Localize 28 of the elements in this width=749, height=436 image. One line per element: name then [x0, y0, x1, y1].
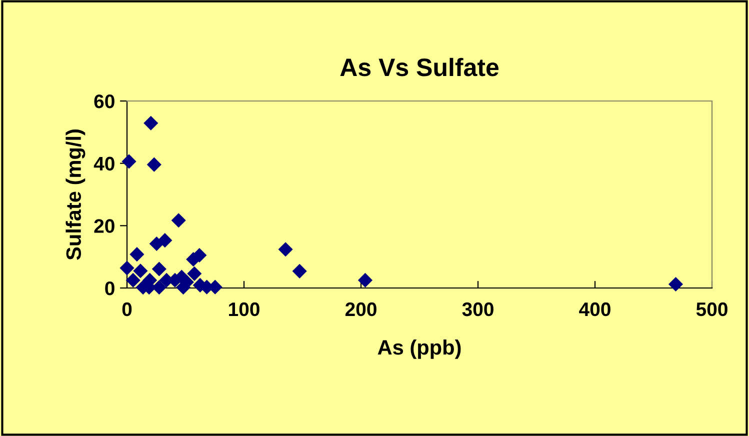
y-tick-label: 20	[94, 219, 114, 233]
point	[149, 236, 164, 252]
y-tick-label: 60	[94, 94, 114, 108]
point	[120, 260, 134, 276]
x-tick-label: 100	[229, 302, 260, 316]
x-tick-label: 300	[462, 302, 494, 316]
x-tick-label: 0	[122, 302, 132, 316]
point	[668, 276, 684, 292]
chart-title: As Vs Sulfate	[340, 58, 499, 76]
point	[358, 272, 372, 288]
point	[133, 264, 148, 278]
y-axis-title: Sulfate (mg/l)	[66, 130, 86, 260]
point	[130, 247, 144, 262]
x-tick-label: 500	[696, 302, 728, 316]
point	[171, 213, 186, 228]
y-tick-label: 0	[105, 281, 114, 296]
point	[126, 272, 140, 288]
point	[278, 242, 293, 257]
point	[187, 266, 202, 281]
x-axis-title: As (ppb)	[378, 339, 461, 359]
point	[144, 116, 158, 130]
point	[152, 262, 166, 276]
point	[292, 264, 307, 278]
x-tick-label: 400	[579, 302, 610, 316]
y-tick-label: 40	[94, 156, 114, 171]
point	[122, 154, 136, 169]
x-tick-label: 200	[345, 302, 376, 316]
point	[146, 157, 162, 172]
